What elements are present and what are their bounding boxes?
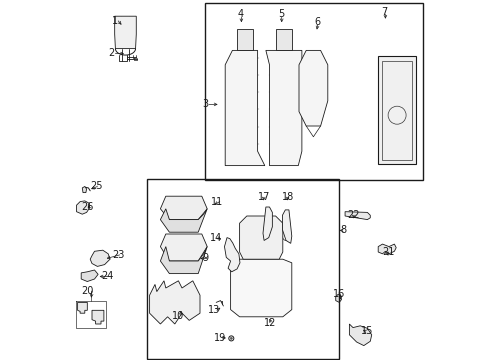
Polygon shape bbox=[282, 210, 292, 243]
Polygon shape bbox=[237, 29, 253, 50]
Text: 15: 15 bbox=[361, 326, 373, 336]
Text: 24: 24 bbox=[101, 271, 114, 282]
Polygon shape bbox=[336, 294, 342, 302]
Text: 25: 25 bbox=[91, 181, 103, 192]
Text: 18: 18 bbox=[282, 192, 294, 202]
Text: 1: 1 bbox=[112, 16, 118, 26]
Polygon shape bbox=[160, 247, 207, 274]
Polygon shape bbox=[225, 50, 265, 166]
Bar bbox=[205, 3, 423, 180]
Text: 11: 11 bbox=[211, 197, 223, 207]
Polygon shape bbox=[263, 207, 272, 240]
Text: 9: 9 bbox=[202, 253, 208, 264]
Polygon shape bbox=[115, 16, 136, 49]
Text: 16: 16 bbox=[333, 289, 345, 300]
Polygon shape bbox=[345, 212, 370, 220]
Polygon shape bbox=[160, 234, 207, 261]
Text: 21: 21 bbox=[382, 247, 394, 257]
Polygon shape bbox=[81, 270, 98, 282]
Text: 10: 10 bbox=[172, 311, 185, 321]
Text: 22: 22 bbox=[347, 210, 360, 220]
Text: 19: 19 bbox=[214, 333, 226, 343]
Polygon shape bbox=[77, 302, 87, 313]
Polygon shape bbox=[76, 201, 90, 214]
Text: 5: 5 bbox=[278, 9, 284, 19]
Text: 2: 2 bbox=[108, 48, 114, 58]
Text: 26: 26 bbox=[81, 202, 94, 212]
Text: 23: 23 bbox=[112, 250, 124, 260]
Polygon shape bbox=[299, 50, 328, 126]
Text: 14: 14 bbox=[210, 233, 222, 243]
Text: 6: 6 bbox=[314, 17, 320, 27]
Circle shape bbox=[230, 337, 232, 339]
Bar bbox=[147, 179, 339, 359]
Polygon shape bbox=[149, 281, 200, 324]
Polygon shape bbox=[276, 29, 292, 50]
Polygon shape bbox=[92, 310, 104, 324]
Text: 17: 17 bbox=[258, 192, 270, 202]
Text: 13: 13 bbox=[208, 305, 220, 315]
Polygon shape bbox=[224, 238, 240, 272]
Polygon shape bbox=[266, 50, 302, 166]
Polygon shape bbox=[160, 196, 207, 220]
Text: 4: 4 bbox=[238, 9, 244, 19]
Text: 8: 8 bbox=[340, 225, 346, 235]
Text: 3: 3 bbox=[202, 99, 208, 109]
Text: 20: 20 bbox=[81, 286, 94, 296]
Text: 12: 12 bbox=[264, 318, 276, 328]
Text: 7: 7 bbox=[382, 6, 388, 17]
Polygon shape bbox=[240, 216, 283, 259]
Polygon shape bbox=[231, 259, 292, 317]
Polygon shape bbox=[82, 186, 87, 193]
Polygon shape bbox=[160, 209, 207, 232]
Polygon shape bbox=[378, 244, 396, 254]
Bar bbox=[382, 61, 413, 160]
Polygon shape bbox=[349, 324, 372, 346]
Polygon shape bbox=[90, 250, 110, 266]
Bar bbox=[378, 56, 416, 164]
